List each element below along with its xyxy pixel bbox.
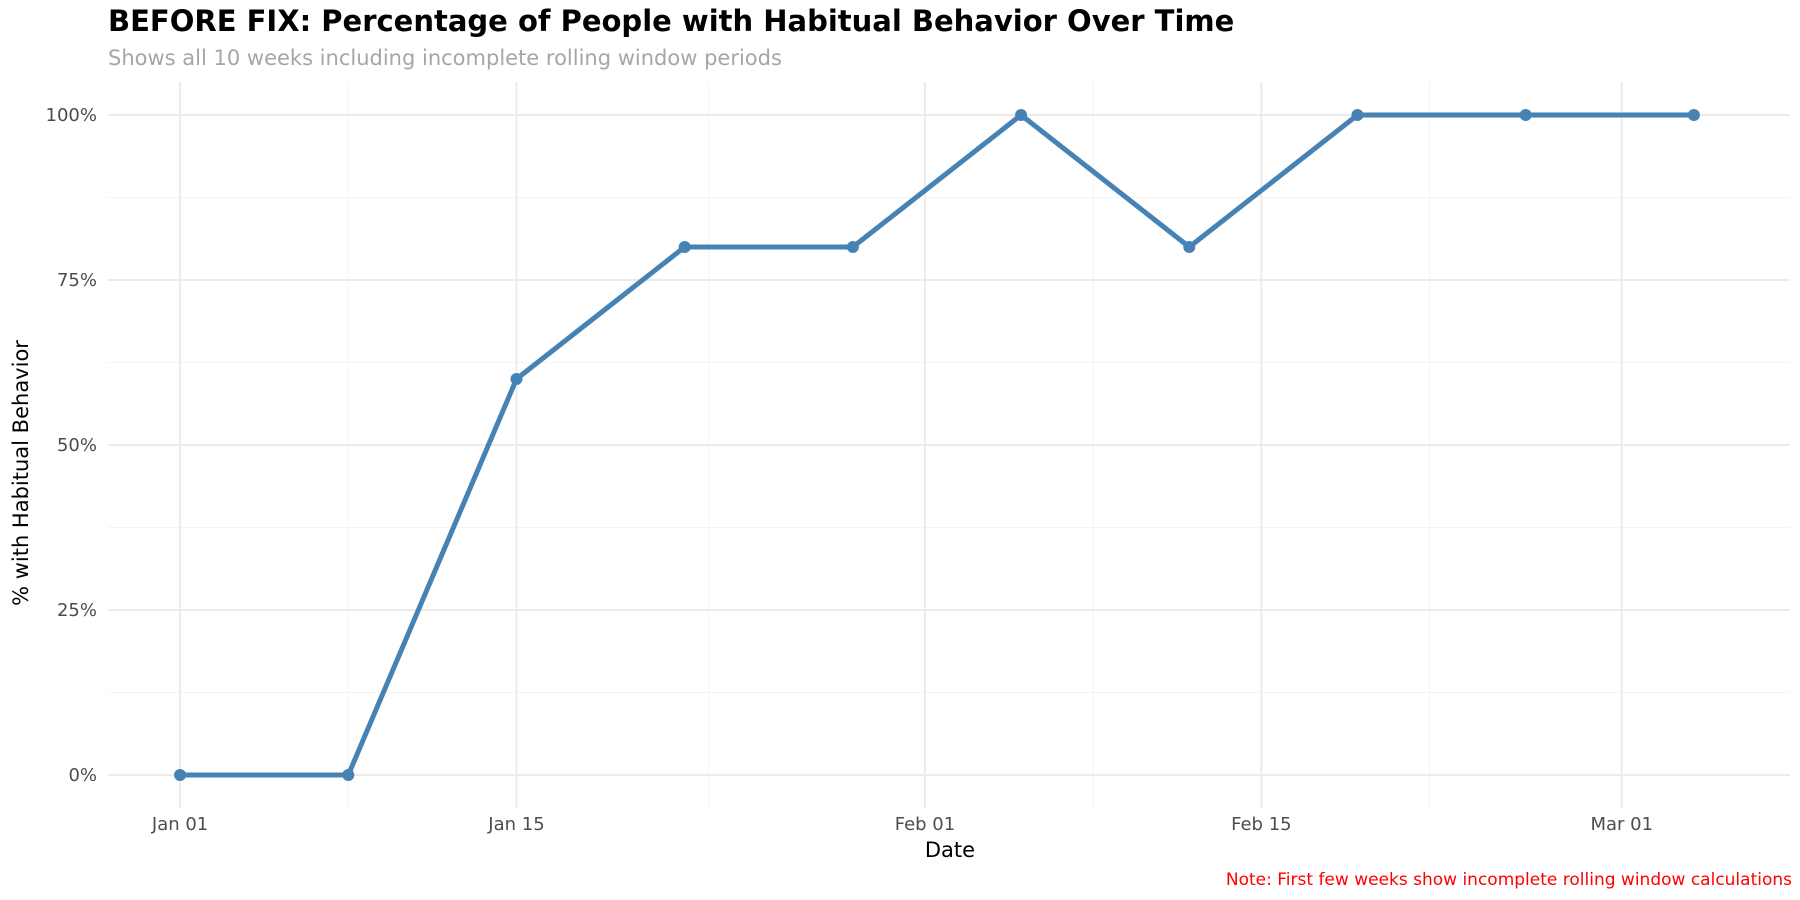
chart-subtitle: Shows all 10 weeks including incomplete … [108,46,782,70]
series-line [177,112,1697,778]
data-point [1519,109,1532,121]
y-tick-label: 75% [57,270,97,291]
data-point [678,241,691,253]
x-tick-label: Feb 15 [1231,814,1292,835]
chart-caption: Note: First few weeks show incomplete ro… [1225,870,1792,890]
y-tick-label: 25% [57,600,97,621]
major-gridlines [108,82,1790,808]
data-point [1015,109,1028,121]
data-points [174,109,1700,781]
data-point [1351,109,1364,121]
chart-title: BEFORE FIX: Percentage of People with Ha… [108,4,1235,38]
series-line-layer [177,112,1697,778]
x-tick-label: Jan 15 [487,814,544,835]
y-tick-label: 100% [46,105,97,126]
x-axis-tick-labels: Jan 01 Jan 15 Feb 01 Feb 15 Mar 01 [151,814,1653,835]
data-point [510,373,523,385]
x-axis-title: Date [925,838,975,862]
data-point [1687,109,1700,121]
y-tick-label: 0% [68,765,97,786]
x-tick-label: Mar 01 [1591,814,1654,835]
x-tick-label: Feb 01 [895,814,956,835]
data-point [846,241,859,253]
data-point [342,769,355,781]
y-axis-title: % with Habitual Behavior [9,340,33,606]
minor-gridlines [108,82,1790,808]
y-axis-tick-labels: 0% 25% 50% 75% 100% [46,105,97,786]
x-tick-label: Jan 01 [151,814,208,835]
y-tick-label: 50% [57,435,97,456]
data-point [174,769,187,781]
data-point [1183,241,1196,253]
